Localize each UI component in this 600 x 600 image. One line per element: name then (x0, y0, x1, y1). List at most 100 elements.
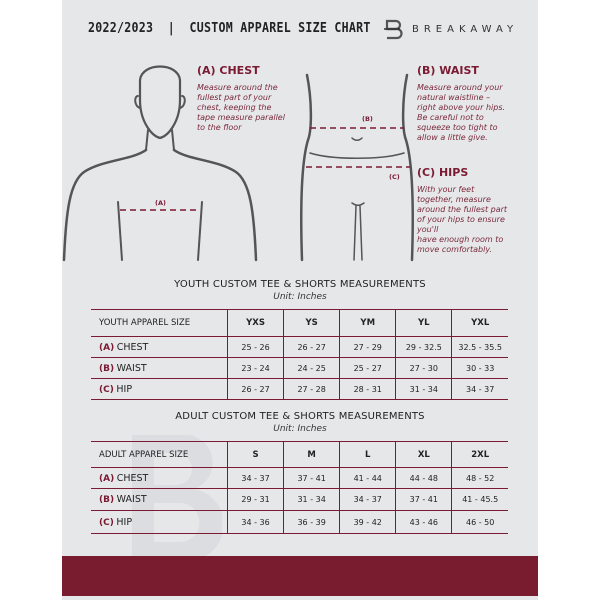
table-cell: 23 - 24 (226, 357, 285, 379)
chest-guide-line: tape measure parallel (197, 113, 285, 122)
table-cell: 27 - 29 (339, 336, 397, 358)
table-cell: 29 - 31 (226, 488, 285, 511)
column-header: YL (395, 309, 453, 337)
hips-marker: (C) (389, 173, 400, 181)
row-label: (A) (99, 342, 115, 353)
table-cell: 31 - 34 (283, 488, 341, 511)
table-cell: 26 - 27 (283, 336, 341, 358)
footer-band (62, 556, 538, 596)
waist-guide-line: Be careful not to (417, 113, 484, 122)
column-header: ADULT APPAREL SIZE (91, 441, 228, 468)
chest-marker: (A) (155, 199, 166, 207)
column-header: YXL (451, 309, 508, 337)
table-cell: 34 - 37 (226, 467, 285, 489)
chest-guide-title: (A) CHEST (197, 64, 260, 77)
table-cell: 24 - 25 (283, 357, 341, 379)
brand-logo: BREAKAWAY (384, 18, 518, 40)
table-row: (C) HIP 34 - 36 36 - 39 39 - 42 43 - 46 … (91, 510, 508, 534)
chest-guide-line: chest, keeping the (197, 103, 272, 112)
table-cell: 37 - 41 (395, 488, 453, 511)
chest-guide-line: to the floor (197, 123, 242, 132)
youth-size-table: YOUTH APPAREL SIZE YXS YS YM YL YXL (A) … (91, 309, 508, 400)
waist-guide-title: (B) WAIST (417, 64, 479, 77)
table-cell: 26 - 27 (226, 378, 285, 400)
table-cell: 43 - 46 (395, 510, 453, 534)
row-name: WAIST (116, 362, 147, 374)
row-name: WAIST (116, 494, 147, 505)
hips-guide-line: of your hips to ensure (417, 215, 505, 224)
chest-guide: (A) CHEST Measure around the fullest par… (197, 64, 285, 133)
table-cell: 36 - 39 (283, 510, 341, 534)
table-cell: 31 - 34 (395, 378, 453, 400)
table-cell: 30 - 33 (451, 357, 508, 379)
table-row: (C) HIP 26 - 27 27 - 28 28 - 31 31 - 34 … (91, 378, 508, 400)
row-label: (C) (99, 517, 114, 528)
hips-guide-line: With your feet (417, 185, 475, 194)
table-cell: 25 - 27 (339, 357, 397, 379)
table-cell: 27 - 28 (283, 378, 341, 400)
chest-guide-line: fullest part of your (197, 93, 272, 102)
table-cell: 41 - 45.5 (451, 488, 508, 511)
waist-guide-line: Measure around your (417, 83, 503, 92)
body-figures-illustration (62, 65, 414, 262)
table-header-row: ADULT APPAREL SIZE S M L XL 2XL (91, 441, 508, 468)
adult-table-unit: Unit: Inches (273, 424, 327, 434)
size-chart-page: 2022/2023 | CUSTOM APPAREL SIZE CHART BR… (62, 0, 538, 600)
youth-table-title: YOUTH CUSTOM TEE & SHORTS MEASUREMENTS (174, 279, 426, 290)
row-label: (A) (99, 473, 115, 484)
waist-guide-line: right above your hips. (417, 103, 506, 112)
table-cell: 27 - 30 (395, 357, 453, 379)
chest-guide-line: Measure around the (197, 83, 278, 92)
hips-guide-title: (C) HIPS (417, 166, 469, 179)
row-name: CHEST (116, 341, 149, 353)
row-label: (B) (99, 495, 115, 505)
waist-guide-line: squeeze too tight to (417, 123, 498, 132)
table-cell: 48 - 52 (451, 467, 508, 489)
table-cell: 29 - 32.5 (395, 336, 453, 358)
table-cell: 28 - 31 (339, 378, 397, 400)
table-cell: 25 - 26 (226, 336, 285, 358)
column-header: M (283, 441, 341, 468)
waist-guide-line: allow a little give. (417, 133, 488, 142)
column-header: 2XL (451, 441, 508, 468)
table-cell: 37 - 41 (283, 467, 341, 489)
table-cell: 32.5 - 35.5 (451, 336, 508, 358)
adult-size-table: ADULT APPAREL SIZE S M L XL 2XL (A) CHES… (91, 441, 508, 534)
page-title: 2022/2023 | CUSTOM APPAREL SIZE CHART (88, 20, 371, 36)
row-name: HIP (116, 383, 133, 395)
table-row: (A) CHEST 34 - 37 37 - 41 41 - 44 44 - 4… (91, 467, 508, 489)
column-header: YS (283, 309, 341, 337)
waist-guide: (B) WAIST Measure around your natural wa… (417, 64, 505, 143)
table-cell: 34 - 37 (451, 378, 508, 400)
column-header: YOUTH APPAREL SIZE (91, 309, 228, 337)
hips-guide-line: move comfortably. (417, 245, 492, 254)
table-cell: 44 - 48 (395, 467, 453, 489)
hips-guide-line: around the fullest part (417, 205, 508, 214)
column-header: S (226, 441, 285, 468)
row-label: (B) (99, 363, 115, 374)
table-row: (B) WAIST 23 - 24 24 - 25 25 - 27 27 - 3… (91, 357, 508, 379)
table-cell: 41 - 44 (339, 467, 397, 489)
brand-name: BREAKAWAY (412, 23, 519, 35)
hips-guide-line: together, measure (417, 195, 491, 204)
table-row: (B) WAIST 29 - 31 31 - 34 34 - 37 37 - 4… (91, 488, 508, 511)
column-header: YXS (226, 309, 285, 337)
hips-guide-line: have enough room to (417, 235, 504, 244)
table-header-row: YOUTH APPAREL SIZE YXS YS YM YL YXL (91, 309, 508, 337)
breakaway-logo-icon (384, 19, 403, 40)
table-row: (A) CHEST 25 - 26 26 - 27 27 - 29 29 - 3… (91, 336, 508, 358)
table-cell: 39 - 42 (339, 510, 397, 534)
row-name: HIP (116, 516, 133, 528)
row-name: CHEST (116, 472, 149, 484)
row-label: (C) (99, 384, 114, 395)
hips-guide: (C) HIPS With your feet together, measur… (417, 166, 507, 255)
waist-guide-line: natural waistline – (417, 93, 491, 102)
adult-table-title: ADULT CUSTOM TEE & SHORTS MEASUREMENTS (175, 411, 425, 422)
column-header: YM (339, 309, 397, 337)
column-header: XL (395, 441, 453, 468)
table-cell: 46 - 50 (451, 510, 508, 534)
youth-table-unit: Unit: Inches (273, 292, 327, 302)
hips-guide-line: you'll (417, 225, 439, 234)
table-cell: 34 - 36 (226, 510, 285, 534)
column-header: L (339, 441, 397, 468)
